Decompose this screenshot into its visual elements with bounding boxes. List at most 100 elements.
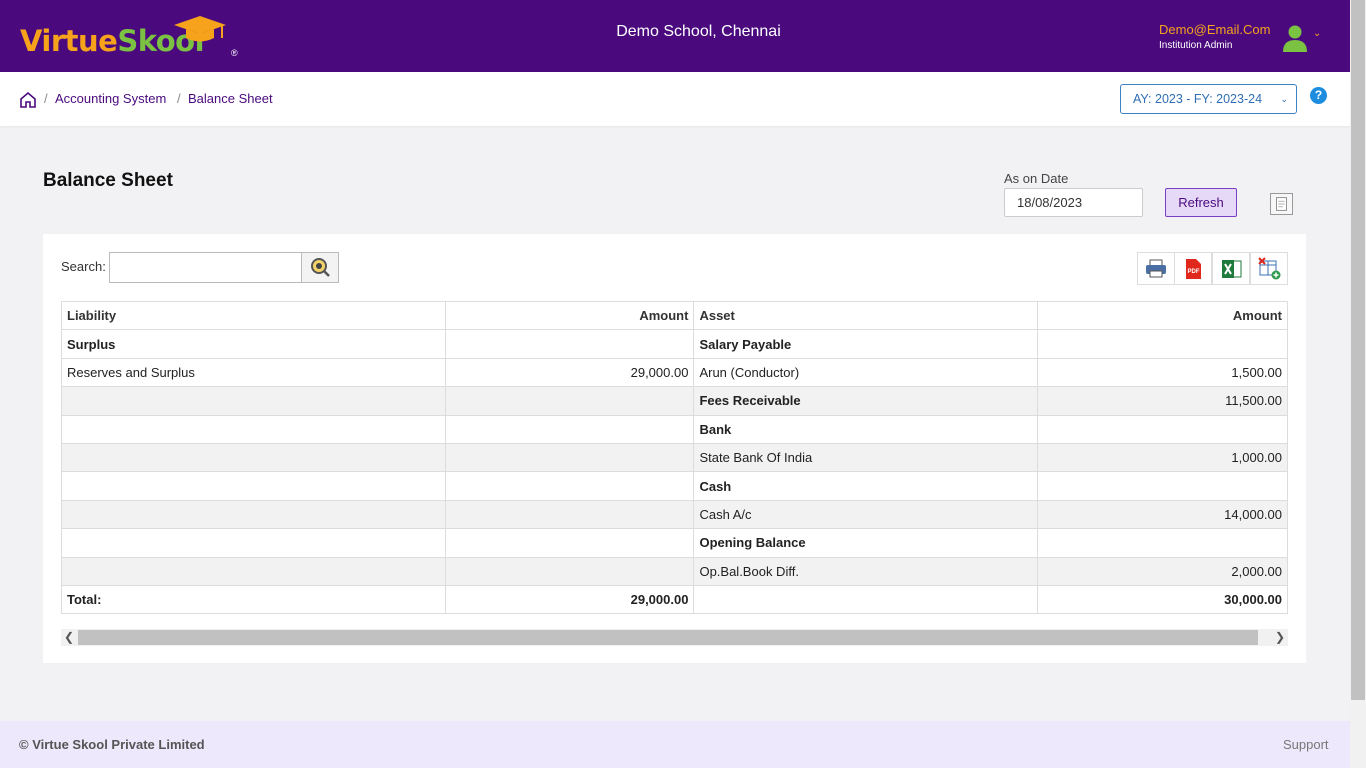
liability-amount-cell bbox=[444, 329, 695, 359]
asset-amount-cell: 1,500.00 bbox=[1037, 357, 1288, 388]
liability-cell bbox=[61, 528, 446, 558]
asset-cell: Cash A/c bbox=[693, 499, 1039, 530]
search-button[interactable] bbox=[301, 252, 339, 283]
pdf-export-button[interactable]: PDF bbox=[1174, 252, 1212, 285]
table-row: Cash A/c 14,000.00 bbox=[61, 499, 1288, 530]
table-row: Opening Balance bbox=[61, 528, 1288, 558]
breadcrumb-balance-sheet: Balance Sheet bbox=[188, 91, 273, 106]
search-input[interactable] bbox=[109, 252, 302, 283]
liability-amount-cell bbox=[444, 471, 695, 501]
table-header-row: Liability Amount Asset Amount bbox=[61, 300, 1288, 331]
support-link[interactable]: Support bbox=[1283, 737, 1329, 752]
refresh-button[interactable]: Refresh bbox=[1165, 188, 1237, 217]
column-header-amount[interactable]: Amount bbox=[444, 300, 695, 331]
page-title: Balance Sheet bbox=[43, 170, 173, 191]
liability-cell bbox=[61, 471, 446, 501]
liability-amount-cell: 29,000.00 bbox=[444, 357, 695, 388]
academic-year-select[interactable]: AY: 2023 - FY: 2023-24 ⌄ bbox=[1120, 84, 1297, 114]
table-row: State Bank Of India 1,000.00 bbox=[61, 442, 1288, 473]
horizontal-scrollbar-thumb[interactable] bbox=[78, 630, 1258, 645]
vertical-scrollbar-thumb[interactable] bbox=[1351, 0, 1365, 700]
column-settings-icon bbox=[1258, 257, 1281, 280]
breadcrumb-separator: / bbox=[177, 91, 181, 106]
asset-amount-cell bbox=[1037, 414, 1288, 444]
table-row: Fees Receivable 11,500.00 bbox=[61, 386, 1288, 416]
asset-amount-cell bbox=[1037, 471, 1288, 501]
print-icon bbox=[1146, 259, 1166, 278]
search-label: Search: bbox=[61, 259, 106, 274]
liability-cell bbox=[61, 442, 446, 473]
column-settings-button[interactable] bbox=[1250, 252, 1288, 285]
pdf-icon: PDF bbox=[1186, 259, 1201, 279]
breadcrumb-separator: / bbox=[44, 91, 48, 106]
asset-cell: Opening Balance bbox=[693, 528, 1039, 558]
user-role: Institution Admin bbox=[1159, 40, 1233, 51]
excel-icon bbox=[1222, 260, 1242, 278]
search-icon bbox=[311, 258, 330, 277]
liability-amount-cell bbox=[444, 556, 695, 586]
liability-cell: Reserves and Surplus bbox=[61, 357, 446, 388]
scroll-right-icon[interactable]: ❯ bbox=[1274, 630, 1286, 644]
asset-cell: Op.Bal.Book Diff. bbox=[693, 556, 1039, 586]
asset-amount-cell bbox=[1037, 528, 1288, 558]
school-name: Demo School, Chennai bbox=[616, 23, 781, 40]
total-asset-label bbox=[693, 584, 1039, 615]
virtueskool-logo[interactable]: VirtueSkool ® bbox=[20, 14, 250, 60]
print-button[interactable] bbox=[1137, 252, 1175, 285]
total-liability-amount: 29,000.00 bbox=[444, 584, 695, 615]
liability-cell bbox=[61, 499, 446, 530]
logo-text: VirtueSkool bbox=[20, 24, 205, 58]
liability-cell: Surplus bbox=[61, 329, 446, 359]
asset-cell: Cash bbox=[693, 471, 1039, 501]
home-icon[interactable] bbox=[19, 91, 37, 109]
asset-cell: Bank bbox=[693, 414, 1039, 444]
asset-amount-cell: 2,000.00 bbox=[1037, 556, 1288, 586]
as-on-date-input[interactable]: 18/08/2023 bbox=[1004, 188, 1143, 217]
footer-copyright: © Virtue Skool Private Limited bbox=[19, 737, 205, 752]
liability-amount-cell bbox=[444, 528, 695, 558]
asset-cell: State Bank Of India bbox=[693, 442, 1039, 473]
asset-cell: Fees Receivable bbox=[693, 386, 1039, 416]
breadcrumb-bar: / Accounting System / Balance Sheet AY: … bbox=[0, 72, 1350, 126]
liability-amount-cell bbox=[444, 414, 695, 444]
breadcrumb-accounting-system[interactable]: Accounting System bbox=[55, 91, 167, 106]
excel-export-button[interactable] bbox=[1212, 252, 1250, 285]
top-header bbox=[0, 0, 1350, 72]
liability-cell bbox=[61, 386, 446, 416]
column-header-amount[interactable]: Amount bbox=[1037, 300, 1288, 331]
user-avatar-icon[interactable] bbox=[1282, 24, 1308, 52]
table-row: Reserves and Surplus 29,000.00 Arun (Con… bbox=[61, 357, 1288, 388]
help-icon[interactable]: ? bbox=[1310, 87, 1327, 104]
total-asset-amount: 30,000.00 bbox=[1037, 584, 1288, 615]
logo-registered-mark: ® bbox=[231, 48, 238, 58]
table-row: Op.Bal.Book Diff. 2,000.00 bbox=[61, 556, 1288, 586]
table-row: Bank bbox=[61, 414, 1288, 444]
date-label: As on Date bbox=[1004, 171, 1069, 186]
asset-cell: Salary Payable bbox=[693, 329, 1039, 359]
table-row: Surplus Salary Payable bbox=[61, 329, 1288, 359]
scroll-left-icon[interactable]: ❮ bbox=[63, 630, 75, 644]
liability-cell bbox=[61, 414, 446, 444]
liability-amount-cell bbox=[444, 386, 695, 416]
asset-amount-cell bbox=[1037, 329, 1288, 359]
asset-amount-cell: 1,000.00 bbox=[1037, 442, 1288, 473]
asset-amount-cell: 14,000.00 bbox=[1037, 499, 1288, 530]
total-label: Total: bbox=[61, 584, 446, 615]
table-row: Cash bbox=[61, 471, 1288, 501]
chevron-down-icon[interactable]: ⌄ bbox=[1313, 28, 1322, 39]
column-header-liability[interactable]: Liability bbox=[61, 300, 446, 331]
asset-amount-cell: 11,500.00 bbox=[1037, 386, 1288, 416]
footer bbox=[0, 721, 1350, 768]
asset-cell: Arun (Conductor) bbox=[693, 357, 1039, 388]
user-email[interactable]: Demo@Email.Com bbox=[1159, 22, 1271, 37]
liability-cell bbox=[61, 556, 446, 586]
export-icon[interactable] bbox=[1270, 193, 1293, 215]
chevron-down-icon: ⌄ bbox=[1280, 94, 1288, 104]
liability-amount-cell bbox=[444, 499, 695, 530]
svg-text:PDF: PDF bbox=[1188, 269, 1200, 275]
graduation-cap-icon bbox=[174, 16, 226, 42]
balance-sheet-table: Liability Amount Asset Amount Surplus Sa… bbox=[61, 300, 1288, 615]
liability-amount-cell bbox=[444, 442, 695, 473]
total-row: Total: 29,000.00 30,000.00 bbox=[61, 584, 1288, 615]
column-header-asset[interactable]: Asset bbox=[693, 300, 1039, 331]
